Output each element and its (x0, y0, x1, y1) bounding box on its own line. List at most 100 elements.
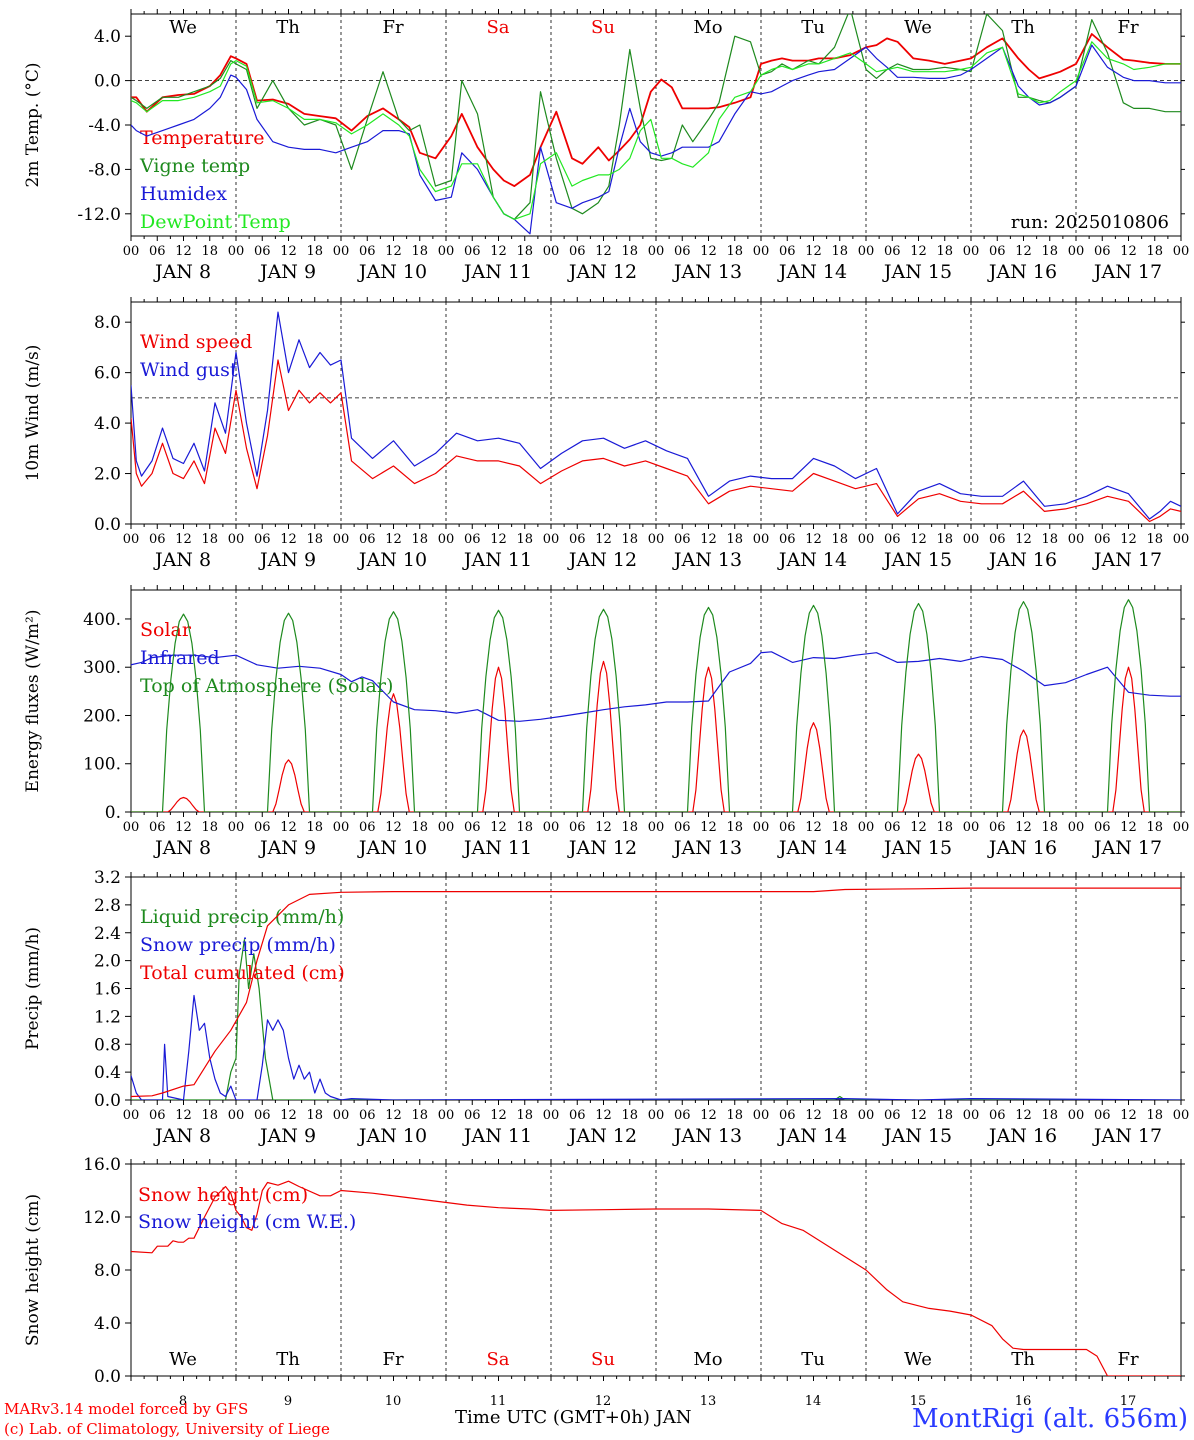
hour-tick-label: 12 (1120, 820, 1137, 835)
hour-tick-label: 12 (175, 820, 192, 835)
y-tick-label: 0.0 (94, 1367, 121, 1387)
date-label: JAN 13 (672, 261, 742, 283)
day-number-label: 11 (490, 1394, 507, 1409)
date-label: JAN 9 (258, 837, 316, 859)
hour-tick-label: 18 (621, 820, 638, 835)
date-label: JAN 11 (462, 261, 532, 283)
hour-tick-label: 06 (1094, 1108, 1111, 1123)
hour-tick-label: 00 (858, 532, 875, 547)
day-number-label: 9 (284, 1394, 292, 1409)
hour-tick-label: 18 (201, 532, 218, 547)
hour-tick-label: 00 (1173, 1108, 1190, 1123)
hour-tick-label: 06 (779, 1108, 796, 1123)
hour-tick-label: 12 (805, 820, 822, 835)
y-tick-label: 4.0 (94, 1314, 121, 1334)
hour-tick-label: 18 (831, 244, 848, 259)
series-wind-speed (131, 359, 1181, 523)
date-label: JAN 13 (672, 549, 742, 571)
y-tick-label: 2.8 (94, 896, 121, 916)
hour-tick-label: 00 (123, 820, 140, 835)
panel-2: 8.0 6.0 4.0 2.0 0.0 10m Wind (m/s) 00 06 12 18 00 0… (23, 297, 1189, 571)
hour-tick-label: 18 (411, 820, 428, 835)
hour-tick-label: 06 (359, 1108, 376, 1123)
date-label: JAN 11 (462, 549, 532, 571)
hour-tick-label: 06 (989, 244, 1006, 259)
hour-tick-label: 12 (700, 820, 717, 835)
hour-tick-label: 00 (438, 1108, 455, 1123)
hour-tick-label: 00 (963, 1108, 980, 1123)
hour-tick-label: 18 (516, 532, 533, 547)
date-label: JAN 8 (153, 1125, 211, 1147)
hour-tick-label: 12 (595, 244, 612, 259)
hour-tick-label: 00 (648, 820, 665, 835)
hour-tick-label: 12 (700, 1108, 717, 1123)
hour-tick-label: 12 (175, 1108, 192, 1123)
hour-tick-label: 18 (306, 820, 323, 835)
y-tick-label: 16.0 (83, 1155, 121, 1175)
hour-tick-label: 06 (1094, 532, 1111, 547)
hour-tick-label: 06 (149, 1108, 166, 1123)
date-label: JAN 12 (567, 261, 637, 283)
date-label: JAN 13 (672, 837, 742, 859)
legend-series-solar: Solar (140, 619, 192, 641)
hour-tick-label: 00 (1068, 532, 1085, 547)
date-label: JAN 13 (672, 1125, 742, 1147)
hour-tick-label: 00 (753, 1108, 770, 1123)
hour-tick-label: 12 (1015, 1108, 1032, 1123)
legend-series-liquid-precip-mm-h: Liquid precip (mm/h) (140, 906, 344, 928)
hour-tick-label: 18 (1041, 244, 1058, 259)
y-tick-label: 0. (105, 803, 121, 823)
hour-tick-label: 18 (1041, 1108, 1058, 1123)
panel-3: 400. 300. 200. 100. 0. Energy fluxes (W/m²) 00… (23, 585, 1189, 859)
y-tick-label: 0.4 (94, 1063, 121, 1083)
date-label: JAN 12 (567, 1125, 637, 1147)
hour-tick-label: 00 (1068, 244, 1085, 259)
hour-tick-label: 06 (569, 820, 586, 835)
hour-tick-label: 18 (831, 820, 848, 835)
hour-tick-label: 00 (438, 820, 455, 835)
day-name-label: We (169, 1349, 197, 1370)
series-temperature (131, 33, 1181, 187)
hour-tick-label: 12 (700, 244, 717, 259)
day-number-label: 14 (805, 1394, 822, 1409)
series-snow-height-cm (131, 1180, 1181, 1376)
date-label: JAN 14 (777, 261, 847, 283)
day-name-label: Fr (382, 17, 403, 38)
hour-tick-label: 00 (858, 244, 875, 259)
hour-tick-label: 18 (306, 532, 323, 547)
date-label: JAN 16 (987, 837, 1057, 859)
hour-tick-label: 06 (359, 244, 376, 259)
hour-tick-label: 06 (884, 820, 901, 835)
date-label: JAN 15 (882, 261, 952, 283)
hour-tick-label: 06 (464, 1108, 481, 1123)
y-axis-label: Snow height (cm) (23, 1194, 43, 1346)
y-tick-label: 0.0 (94, 515, 121, 535)
hour-tick-label: 12 (910, 1108, 927, 1123)
hour-tick-label: 00 (333, 244, 350, 259)
date-label: JAN 15 (882, 549, 952, 571)
day-name-label: We (904, 1349, 932, 1370)
y-axis-label: Precip (mm/h) (23, 927, 43, 1050)
y-tick-label: 200. (83, 706, 121, 726)
date-label: JAN 10 (357, 261, 427, 283)
date-label: JAN 17 (1092, 1125, 1162, 1147)
hour-tick-label: 12 (385, 244, 402, 259)
hour-tick-label: 06 (1094, 820, 1111, 835)
hour-tick-label: 06 (884, 244, 901, 259)
y-tick-label: 12.0 (83, 1208, 121, 1228)
series-wind-gust (131, 311, 1181, 520)
hour-tick-label: 06 (359, 820, 376, 835)
hour-tick-label: 06 (674, 244, 691, 259)
hour-tick-label: 06 (779, 244, 796, 259)
date-label: JAN 12 (567, 549, 637, 571)
date-label: JAN 12 (567, 837, 637, 859)
y-tick-label: 300. (83, 658, 121, 678)
hour-tick-label: 06 (989, 532, 1006, 547)
hour-tick-label: 00 (543, 1108, 560, 1123)
hour-tick-label: 00 (1173, 244, 1190, 259)
y-tick-label: 2.0 (94, 465, 121, 485)
y-tick-label: 2.0 (94, 952, 121, 972)
day-name-label: We (169, 17, 197, 38)
y-tick-label: -4.0 (88, 116, 121, 136)
y-tick-label: 100. (83, 755, 121, 775)
